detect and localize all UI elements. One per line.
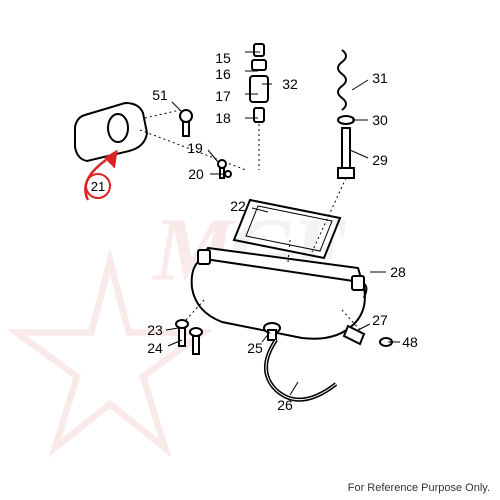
- callout-27: 27: [372, 312, 388, 328]
- diagram-lineart: [0, 0, 500, 500]
- callout-23: 23: [147, 322, 163, 338]
- callout-15: 15: [215, 50, 231, 66]
- callout-32: 32: [282, 76, 298, 92]
- callout-24: 24: [147, 340, 163, 356]
- callout-25: 25: [247, 340, 263, 356]
- callout-28: 28: [390, 264, 406, 280]
- callout-30: 30: [372, 112, 388, 128]
- callout-21-highlight: 21: [85, 173, 111, 199]
- callout-51: 51: [152, 87, 168, 103]
- callout-31: 31: [372, 70, 388, 86]
- callout-48: 48: [402, 334, 418, 350]
- callout-26: 26: [277, 397, 293, 413]
- callout-29: 29: [372, 152, 388, 168]
- callout-18: 18: [215, 110, 231, 126]
- callout-19: 19: [187, 140, 203, 156]
- parts-diagram: MGE: [0, 0, 500, 500]
- callout-16: 16: [215, 66, 231, 82]
- callout-17: 17: [215, 88, 231, 104]
- footer-text: For Reference Purpose Only.: [348, 482, 490, 494]
- callout-20: 20: [188, 166, 204, 182]
- callout-22: 22: [230, 198, 246, 214]
